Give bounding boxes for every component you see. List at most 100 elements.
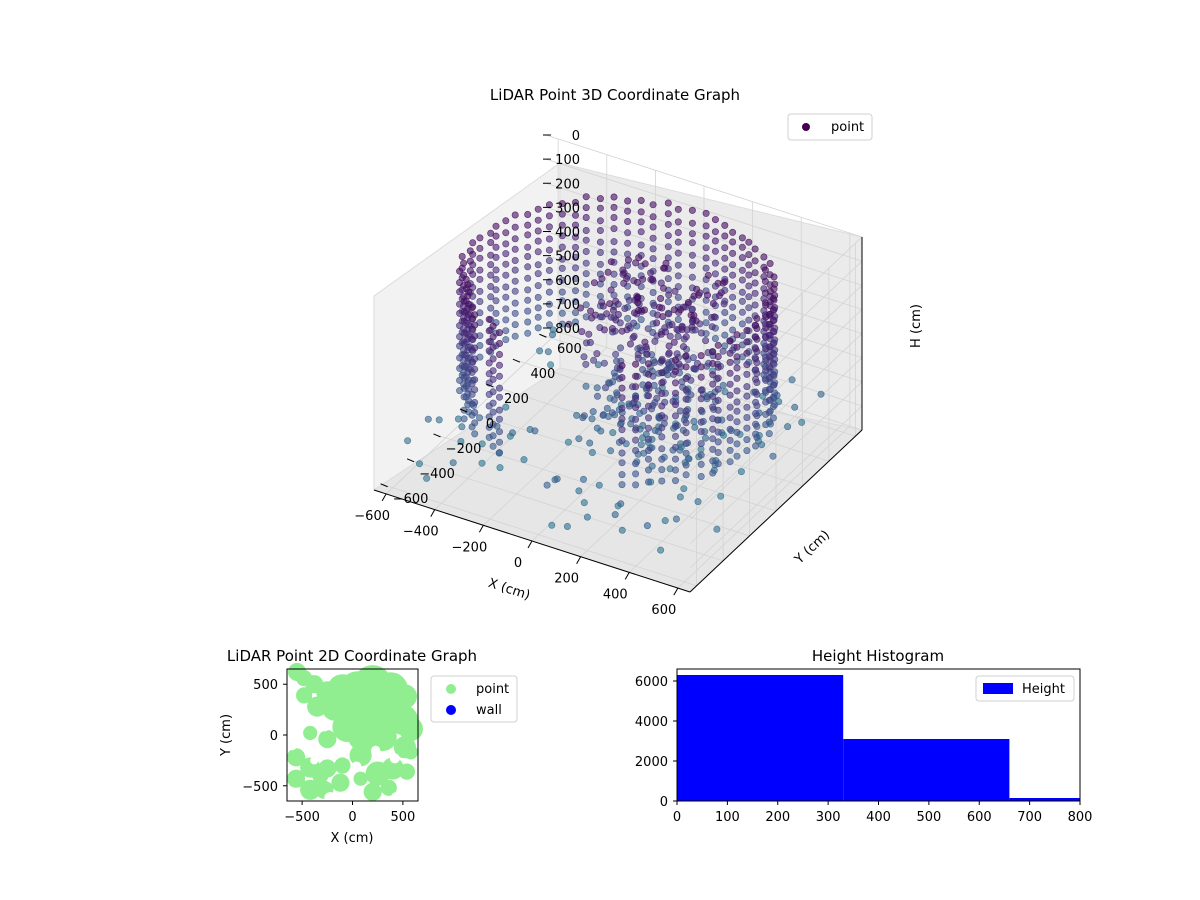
lidar-point bbox=[495, 428, 503, 436]
lidar-point bbox=[597, 427, 605, 435]
lidar-point bbox=[665, 349, 673, 357]
lidar-point bbox=[582, 214, 590, 222]
lidar-point bbox=[582, 193, 590, 201]
lidar-point bbox=[582, 259, 590, 267]
y-axis-label-3d: Y (cm) bbox=[791, 528, 833, 568]
lidar-point bbox=[578, 328, 586, 336]
lidar-point bbox=[630, 332, 638, 340]
lidar-point bbox=[575, 487, 583, 495]
x-tick-label-hist: 700 bbox=[1017, 810, 1042, 825]
lidar-point bbox=[639, 366, 647, 374]
lidar-point bbox=[606, 379, 614, 387]
lidar-point bbox=[682, 352, 690, 360]
lidar-point bbox=[460, 297, 468, 305]
lidar-point bbox=[714, 352, 722, 360]
lidar-point bbox=[709, 415, 717, 423]
lidar-point bbox=[709, 380, 717, 388]
lidar-point bbox=[618, 362, 626, 370]
lidar-point bbox=[637, 197, 645, 205]
lidar-point bbox=[492, 266, 500, 274]
lidar-point bbox=[657, 294, 665, 302]
lidar-point bbox=[743, 326, 751, 334]
lidar-point bbox=[644, 466, 652, 474]
lidar-point bbox=[524, 221, 532, 229]
point-2d bbox=[296, 687, 313, 704]
lidar-point bbox=[766, 259, 774, 267]
lidar-point bbox=[534, 304, 542, 312]
lidar-point bbox=[460, 329, 468, 337]
lidar-point bbox=[729, 314, 737, 322]
lidar-point bbox=[558, 309, 566, 317]
lidar-point bbox=[658, 477, 666, 485]
lidar-point bbox=[644, 360, 652, 368]
lidar-point bbox=[476, 234, 484, 242]
lidar-point bbox=[469, 239, 477, 247]
y-tick-label-hist: 0 bbox=[660, 795, 668, 810]
lidar-point bbox=[644, 392, 652, 400]
lidar-point bbox=[690, 311, 698, 319]
lidar-point bbox=[571, 243, 579, 251]
lidar-point bbox=[702, 232, 710, 240]
lidar-point bbox=[624, 239, 632, 247]
lidar-point bbox=[721, 221, 729, 229]
lidar-point bbox=[791, 403, 799, 411]
lidar-point bbox=[596, 217, 604, 225]
x-tick-3d bbox=[673, 587, 679, 596]
lidar-point bbox=[653, 394, 661, 402]
ticks-2d: −500 0 500 500 0 −500 bbox=[242, 678, 415, 825]
legend-point-label: point bbox=[476, 682, 509, 697]
lidar-point bbox=[511, 211, 519, 219]
lidar-point bbox=[476, 287, 484, 295]
lidar-point bbox=[632, 394, 640, 402]
lidar-point bbox=[598, 275, 606, 283]
lidar-point bbox=[610, 225, 618, 233]
lidar-point bbox=[752, 355, 760, 363]
lidar-point bbox=[571, 309, 579, 317]
lidar-point bbox=[487, 251, 495, 259]
lidar-point bbox=[664, 298, 672, 306]
lidar-point bbox=[492, 275, 500, 283]
lidar-point bbox=[674, 283, 682, 291]
lidar-point bbox=[788, 376, 796, 384]
y-tick-label-2d: 500 bbox=[253, 678, 278, 693]
lidar-point bbox=[817, 390, 825, 398]
lidar-point bbox=[709, 371, 717, 379]
lidar-point bbox=[485, 413, 493, 421]
lidar-point bbox=[682, 374, 690, 382]
lidar-point bbox=[632, 446, 640, 454]
lidar-point bbox=[674, 205, 682, 213]
lidar-point bbox=[558, 232, 566, 240]
gap-2d bbox=[318, 720, 330, 732]
lidar-point bbox=[664, 243, 672, 251]
lidar-point bbox=[726, 391, 734, 399]
lidar-point bbox=[709, 435, 717, 443]
point-2d bbox=[403, 745, 418, 760]
lidar-point bbox=[658, 433, 666, 441]
point-2d bbox=[368, 722, 397, 752]
lidar-point bbox=[632, 372, 640, 380]
y-tick-3d bbox=[512, 358, 521, 363]
y-tick-label-3d: −400 bbox=[419, 467, 455, 482]
lidar-point bbox=[743, 447, 751, 455]
lidar-point bbox=[659, 313, 667, 321]
lidar-point bbox=[487, 282, 495, 290]
lidar-point bbox=[571, 221, 579, 229]
lidar-point bbox=[701, 434, 709, 442]
lidar-point bbox=[658, 357, 666, 365]
point-2d bbox=[381, 757, 404, 780]
y-tick-label-3d: 400 bbox=[531, 367, 556, 382]
lidar-point bbox=[502, 336, 510, 344]
lidar-point bbox=[632, 460, 640, 468]
lidar-point bbox=[610, 396, 618, 404]
lidar-point bbox=[511, 299, 519, 307]
lidar-point bbox=[618, 327, 626, 335]
x-tick-label-2d: 500 bbox=[390, 810, 415, 825]
lidar-point bbox=[590, 356, 598, 364]
lidar-point bbox=[478, 440, 486, 448]
lidar-point bbox=[545, 321, 553, 329]
lidar-point bbox=[524, 243, 532, 251]
lidar-point bbox=[471, 419, 479, 427]
lidar-point bbox=[671, 356, 679, 364]
lidar-point bbox=[465, 288, 473, 296]
